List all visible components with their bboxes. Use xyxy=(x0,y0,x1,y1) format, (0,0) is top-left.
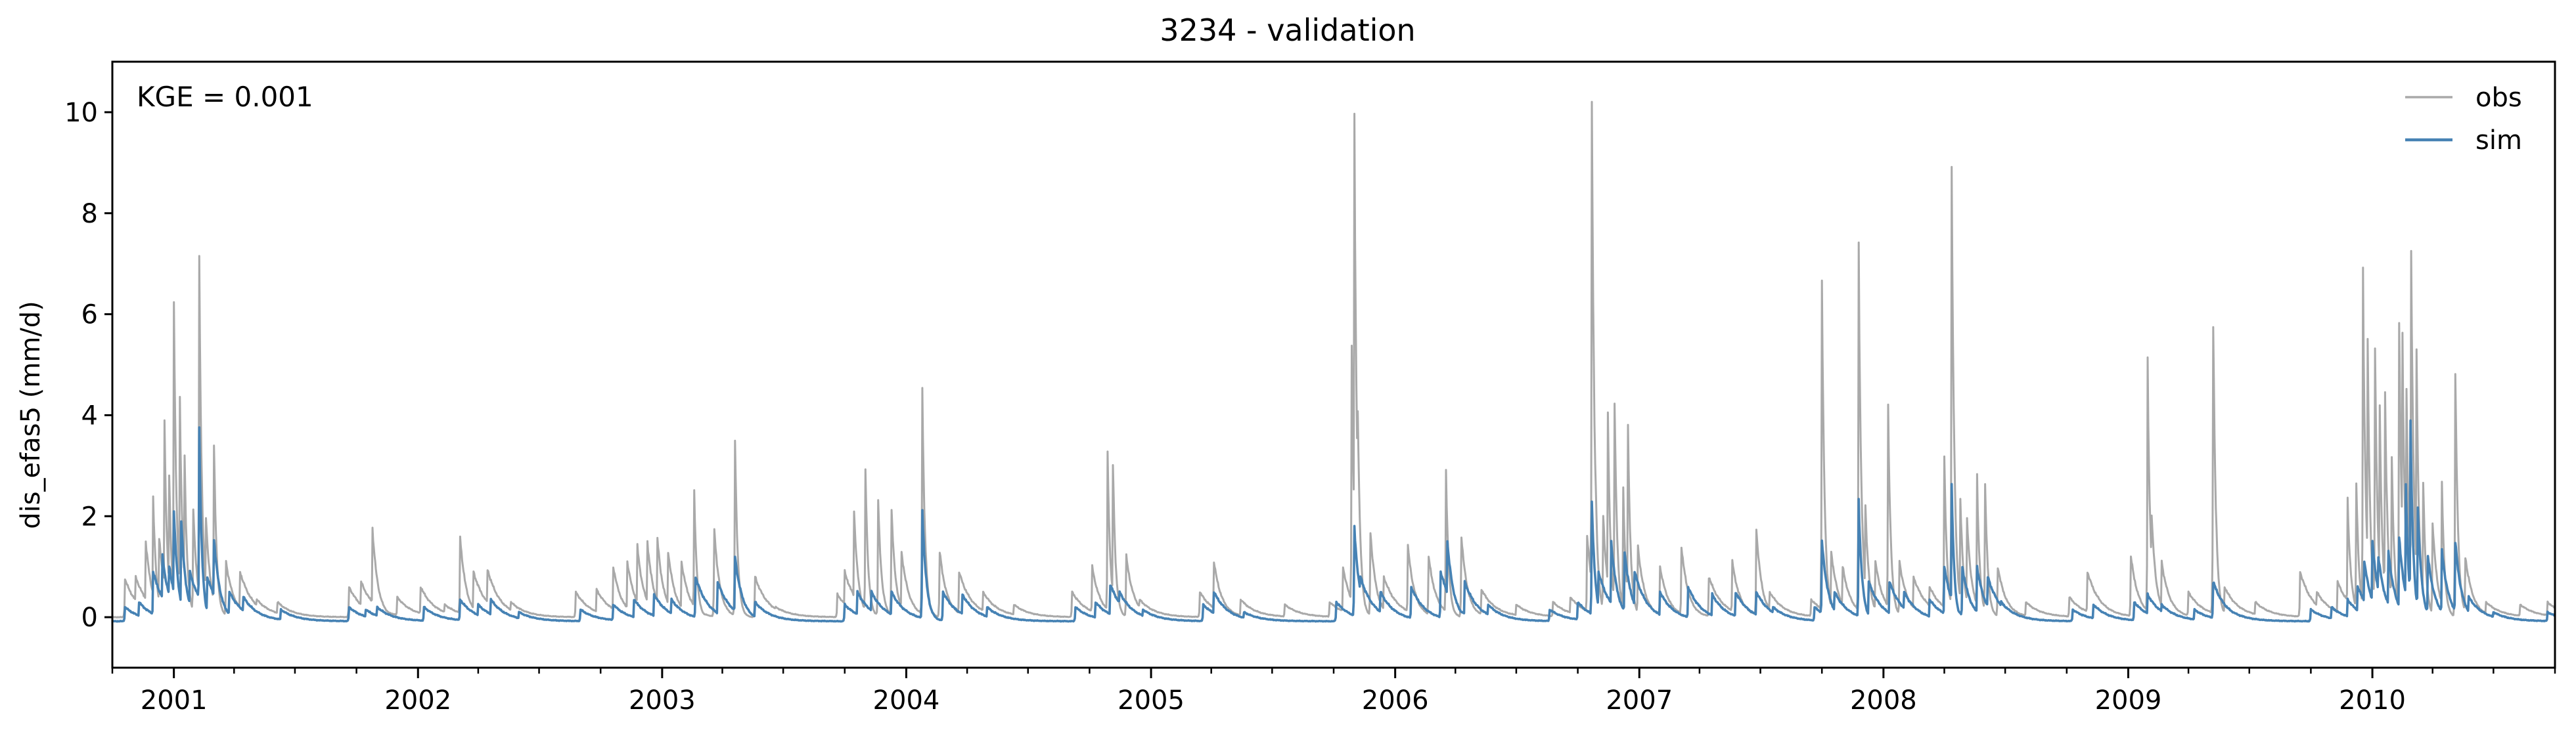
legend-label-sim: sim xyxy=(2475,125,2522,156)
series-layer xyxy=(112,100,2556,623)
x-tick-label: 2007 xyxy=(1606,685,1673,716)
y-tick-label: 10 xyxy=(64,98,98,128)
x-tick-label: 2010 xyxy=(2339,685,2406,716)
series-line-sim xyxy=(112,419,2556,623)
series-line-obs xyxy=(112,100,2556,618)
y-axis-ticks: 0 2 4 6 8 10 xyxy=(64,98,112,633)
plot-area: 0 2 4 6 8 10 2001 2002 2003 2004 2005 2006 2007 2008… xyxy=(64,60,2556,716)
y-tick-label: 0 xyxy=(81,603,98,633)
x-tick-label: 2004 xyxy=(873,685,940,716)
y-axis-label: dis_efas5 (mm/d) xyxy=(16,301,46,529)
y-tick-label: 6 xyxy=(81,300,98,330)
x-tick-label: 2009 xyxy=(2095,685,2162,716)
y-tick-label: 4 xyxy=(81,400,98,431)
legend: obs sim xyxy=(2405,83,2522,156)
x-tick-label: 2006 xyxy=(1362,685,1429,716)
x-tick-label: 2002 xyxy=(384,685,451,716)
legend-label-obs: obs xyxy=(2475,83,2522,113)
chart-title: 3234 - validation xyxy=(1160,12,1415,48)
plot-frame xyxy=(111,60,2556,669)
x-axis-ticks: 2001 2002 2003 2004 2005 2006 2007 2008 2009 2010 xyxy=(111,668,2556,716)
y-tick-label: 2 xyxy=(81,502,98,532)
x-tick-label: 2003 xyxy=(629,685,696,716)
x-tick-label: 2005 xyxy=(1118,685,1185,716)
y-tick-label: 8 xyxy=(81,199,98,229)
kge-annotation: KGE = 0.001 xyxy=(137,81,313,113)
x-tick-label: 2001 xyxy=(141,685,208,716)
x-tick-label: 2008 xyxy=(1850,685,1917,716)
